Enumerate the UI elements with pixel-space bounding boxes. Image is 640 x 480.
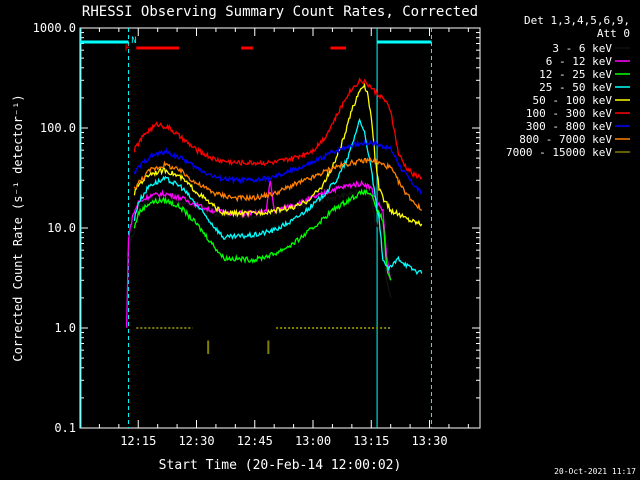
legend-entry-label: 12 - 25 keV (539, 68, 612, 81)
legend-header: Att 0 (597, 27, 630, 40)
series-line (125, 188, 392, 299)
legend-entry-label: 50 - 100 keV (533, 94, 613, 107)
x-axis-label: Start Time (20-Feb-14 12:00:02) (159, 458, 402, 473)
series-7 (133, 157, 423, 211)
plot-area: 0.1 1.0 10.0 100.0 1000.0 12:15 12:30 12:45 13:0… (33, 21, 481, 448)
y-tick-label: 10.0 (47, 221, 76, 235)
series-0 (125, 188, 392, 299)
series-3 (133, 117, 423, 276)
series-6 (133, 138, 422, 195)
series-line (133, 157, 423, 211)
series-line (133, 138, 422, 195)
y-tick-label: 0.1 (54, 421, 76, 435)
legend-entry-label: 6 - 12 keV (546, 55, 613, 68)
series-line (133, 117, 423, 276)
x-tick-label: 13:15 (353, 434, 389, 448)
x-tick-label: 13:00 (295, 434, 331, 448)
series-line (133, 77, 423, 180)
x-tick-label: 12:30 (178, 434, 214, 448)
y-tick-label: 1.0 (54, 321, 76, 335)
chart-title: RHESSI Observing Summary Count Rates, Co… (82, 4, 478, 20)
series-5 (133, 77, 423, 180)
legend-entry-label: 3 - 6 keV (552, 42, 612, 55)
y-tick-label: 1000.0 (33, 21, 76, 35)
legend-entry-label: 7000 - 15000 keV (506, 146, 612, 159)
night-label: N (131, 36, 136, 46)
series-line (133, 188, 392, 281)
y-axis-label: Corrected Count Rate (s⁻¹ detector⁻¹) (11, 94, 25, 361)
x-tick-label: 12:15 (120, 434, 156, 448)
legend-entry-label: 300 - 800 keV (526, 120, 612, 133)
series-2 (133, 188, 392, 281)
legend-header: Det 1,3,4,5,6,9, (524, 14, 630, 27)
legend-entry-label: 800 - 7000 keV (519, 133, 612, 146)
series-8 (136, 327, 391, 354)
footer-timestamp: 20-Oct-2021 11:17 (554, 467, 636, 476)
y-tick-label: 100.0 (40, 121, 76, 135)
flare-flag-label: F (125, 44, 130, 54)
x-tick-label: 12:45 (237, 434, 273, 448)
legend-entry-label: 25 - 50 keV (539, 81, 612, 94)
legend-entry-label: 100 - 300 keV (526, 107, 612, 120)
x-tick-label: 13:30 (411, 434, 447, 448)
